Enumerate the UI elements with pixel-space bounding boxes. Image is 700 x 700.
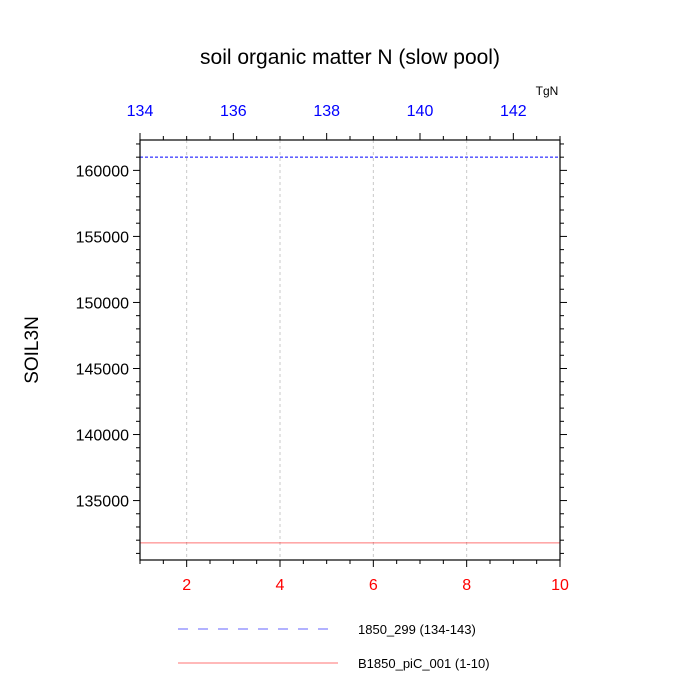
y-tick-label: 145000 <box>76 361 129 378</box>
x-top-tick-label: 142 <box>500 103 527 120</box>
series-layer <box>140 156 560 544</box>
x-bottom-tick-label: 6 <box>369 577 378 594</box>
y-axis-label: SOIL3N <box>22 316 43 384</box>
axes: 135000 140000 145000 150000 155000 160000 2 4 6 8… <box>76 103 569 594</box>
y-tick-label: 150000 <box>76 295 129 312</box>
x-bottom-tick-label: 2 <box>182 577 191 594</box>
x-bottom-tick-label: 4 <box>276 577 285 594</box>
x-top-tick-label: 134 <box>127 103 154 120</box>
x-top-tick-label: 136 <box>220 103 247 120</box>
y-tick-label: 155000 <box>76 229 129 246</box>
y-tick-label: 140000 <box>76 428 129 445</box>
units-label: TgN <box>536 84 559 98</box>
plot-frame <box>139 139 561 561</box>
legend-label-2: B1850_piC_001 (1-10) <box>358 656 490 671</box>
chart-title: soil organic matter N (slow pool) <box>200 46 500 69</box>
legend: 1850_299 (134-143) B1850_piC_001 (1-10) <box>178 622 490 671</box>
y-tick-label: 160000 <box>76 163 129 180</box>
legend-label-1: 1850_299 (134-143) <box>358 622 476 637</box>
x-bottom-tick-label: 10 <box>551 577 569 594</box>
x-grid <box>186 140 468 560</box>
x-top-tick-label: 138 <box>313 103 340 120</box>
x-bottom-tick-label: 8 <box>462 577 471 594</box>
x-top-tick-label: 140 <box>407 103 434 120</box>
y-tick-label: 135000 <box>76 494 129 511</box>
